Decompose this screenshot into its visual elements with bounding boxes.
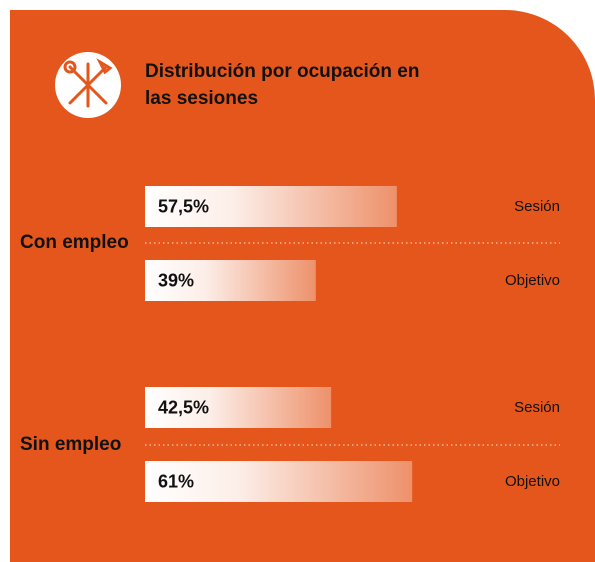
bar (145, 387, 332, 428)
value-label: 61% (158, 471, 194, 491)
value-label: 42,5% (158, 397, 209, 417)
bar (145, 461, 413, 502)
category-label: Sin empleo (20, 434, 121, 455)
value-label: 39% (158, 270, 194, 290)
bar (145, 186, 397, 227)
value-label: 57,5% (158, 196, 209, 216)
legend-label: Sesión (514, 399, 560, 416)
chart-title: Distribución por ocupación en las sesion… (145, 61, 420, 109)
bar (145, 260, 316, 301)
icon (55, 52, 121, 118)
category-label: Con empleo (20, 232, 129, 253)
legend-label: Objetivo (505, 272, 560, 289)
legend-label: Objetivo (505, 473, 560, 490)
legend-label: Sesión (514, 198, 560, 215)
